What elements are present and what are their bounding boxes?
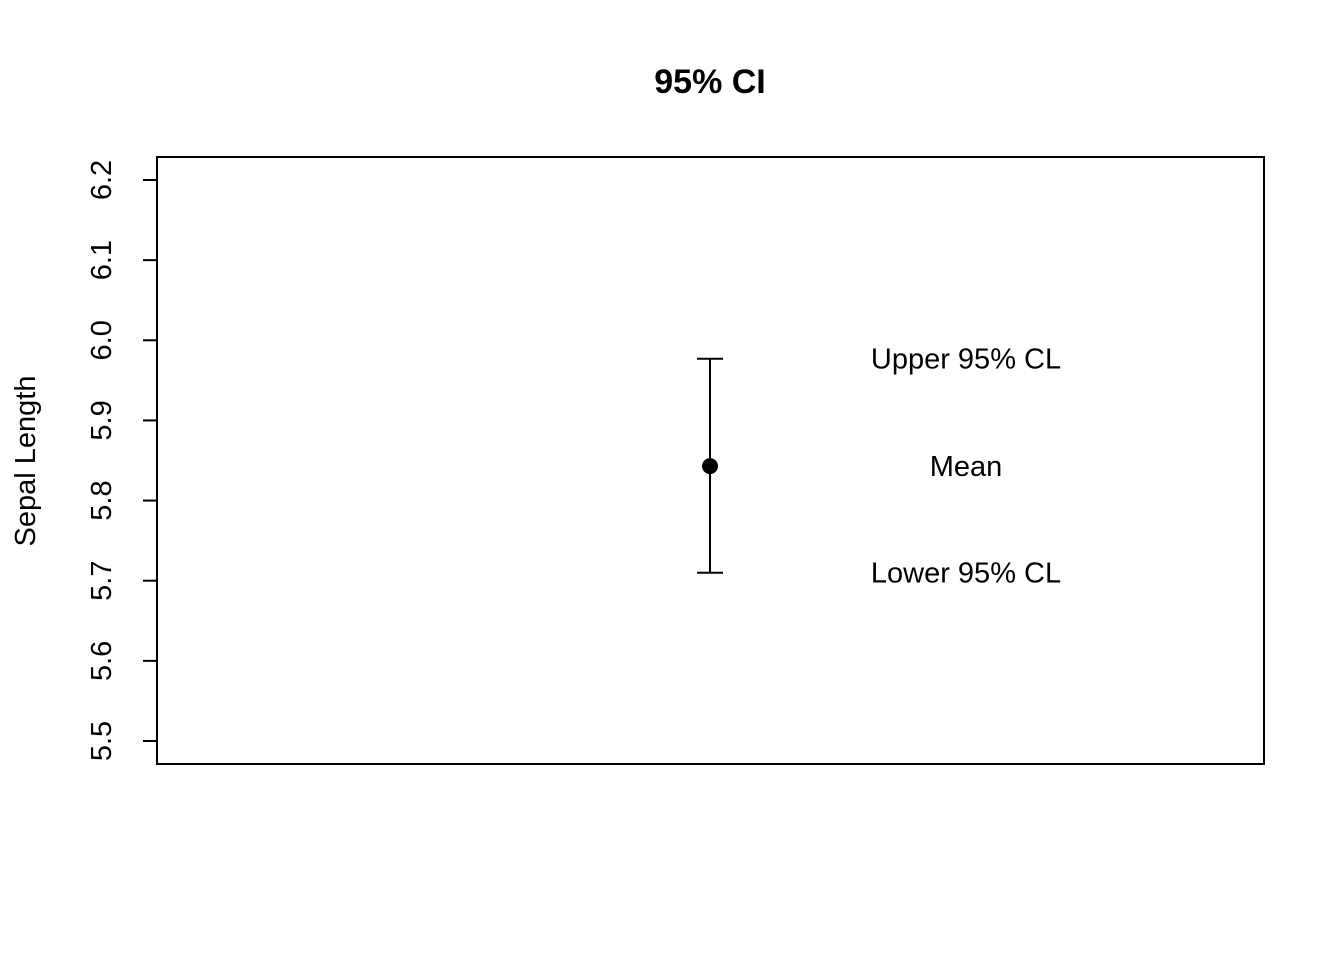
y-tick-label: 6.0 xyxy=(86,320,118,360)
y-tick-label: 5.6 xyxy=(86,641,118,681)
annotation-upper: Upper 95% CL xyxy=(871,344,1061,376)
y-axis: 5.5 5.6 5.7 5.8 5.9 6.0 6.1 6.2 xyxy=(86,160,158,761)
annotation-lower: Lower 95% CL xyxy=(871,558,1061,590)
y-tick-label: 5.5 xyxy=(86,721,118,761)
y-tick-label: 5.7 xyxy=(86,561,118,601)
mean-point xyxy=(702,458,718,475)
annotation-mean: Mean xyxy=(930,451,1003,483)
chart-title: 95% CI xyxy=(654,63,766,101)
y-axis-label: Sepal Length xyxy=(10,376,42,547)
chart-marks: Upper 95% CL Mean Lower 95% CL xyxy=(697,344,1061,590)
y-tick-label: 5.8 xyxy=(86,480,118,520)
y-tick-label: 6.1 xyxy=(86,240,118,280)
y-tick-label: 6.2 xyxy=(86,160,118,200)
y-tick-label: 5.9 xyxy=(86,400,118,440)
